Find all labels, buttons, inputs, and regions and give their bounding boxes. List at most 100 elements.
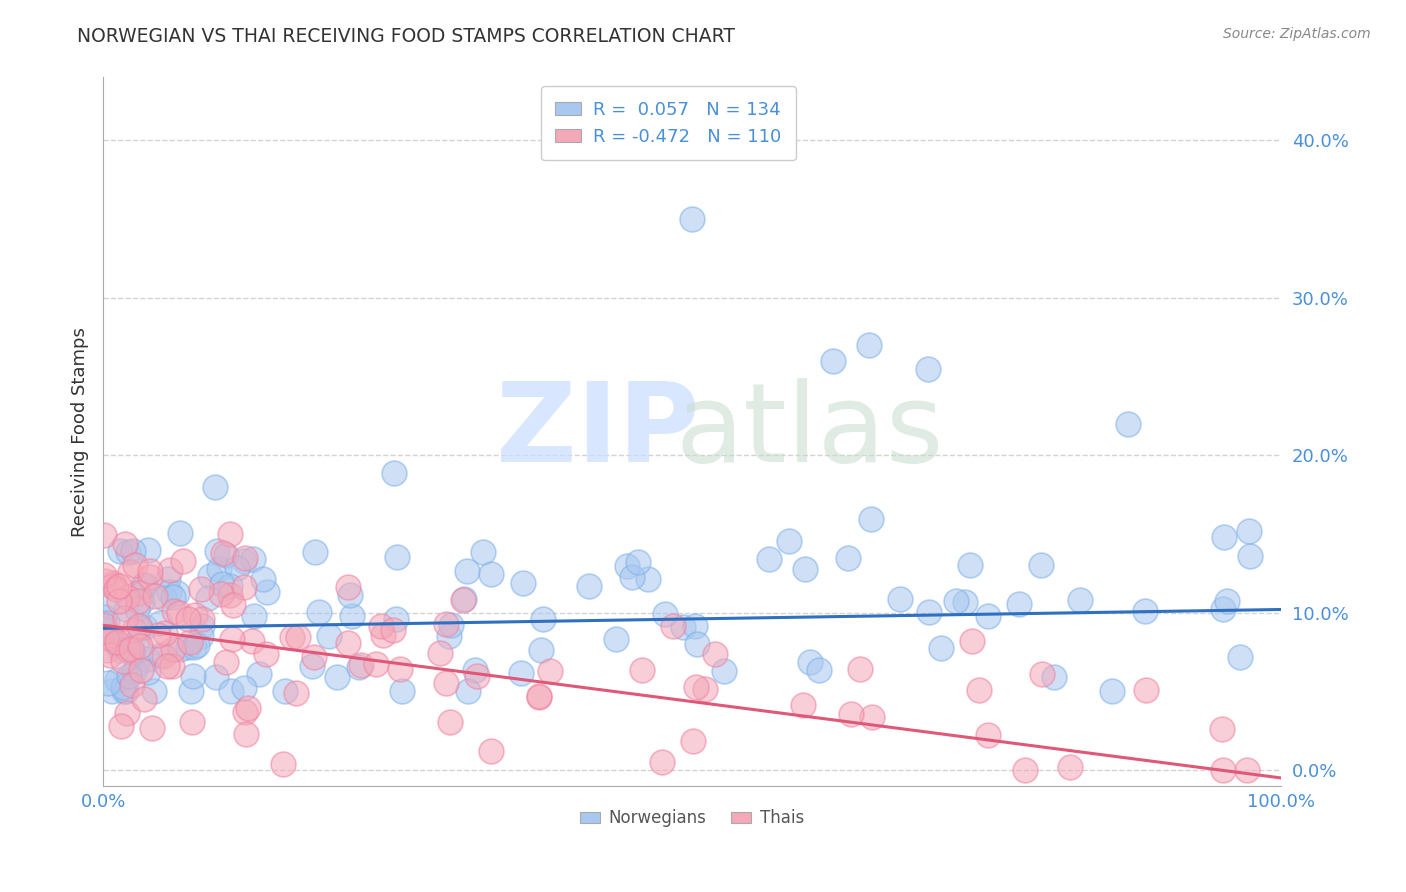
Point [457, 684, 479, 698]
Point [960, 634, 983, 648]
Point [215, 548, 238, 562]
Point [233, 705, 256, 719]
Point [1212, 763, 1234, 777]
Point [1014, 763, 1036, 777]
Point [160, 658, 183, 673]
Point [434, 676, 457, 690]
Point [190, 629, 212, 643]
Point [136, 543, 159, 558]
Point [274, 684, 297, 698]
Point [464, 663, 486, 677]
Point [969, 683, 991, 698]
Point [208, 562, 231, 576]
Point [125, 602, 148, 616]
Point [538, 664, 561, 678]
Point [686, 637, 709, 651]
Point [180, 684, 202, 698]
Point [131, 594, 153, 608]
Point [1236, 763, 1258, 777]
Point [1042, 670, 1064, 684]
Point [337, 580, 360, 594]
Point [654, 607, 676, 622]
Point [93, 617, 115, 632]
Point [1116, 417, 1139, 431]
Point [128, 618, 150, 632]
Point [1069, 593, 1091, 607]
Point [184, 607, 207, 622]
Point [191, 619, 214, 633]
Point [285, 686, 308, 700]
Point [479, 566, 502, 581]
Point [101, 579, 124, 593]
Point [96, 643, 118, 657]
Point [117, 706, 139, 720]
Point [93, 568, 115, 582]
Point [630, 663, 652, 677]
Point [440, 617, 463, 632]
Point [391, 684, 413, 698]
Point [247, 666, 270, 681]
Point [471, 545, 494, 559]
Point [373, 627, 395, 641]
Text: NORWEGIAN VS THAI RECEIVING FOOD STAMPS CORRELATION CHART: NORWEGIAN VS THAI RECEIVING FOOD STAMPS … [77, 27, 735, 45]
Point [337, 636, 360, 650]
Point [211, 577, 233, 591]
Point [159, 563, 181, 577]
Point [93, 609, 115, 624]
Point [823, 353, 845, 368]
Point [301, 659, 323, 673]
Point [166, 586, 188, 600]
Point [156, 572, 179, 586]
Point [98, 630, 121, 644]
Point [181, 669, 204, 683]
Point [651, 756, 673, 770]
Point [105, 634, 128, 648]
Point [110, 719, 132, 733]
Point [858, 338, 880, 352]
Point [129, 663, 152, 677]
Point [271, 757, 294, 772]
Point [1135, 604, 1157, 618]
Point [240, 634, 263, 648]
Point [222, 598, 245, 612]
Point [1101, 684, 1123, 698]
Point [114, 602, 136, 616]
Point [929, 641, 952, 656]
Point [799, 655, 821, 669]
Point [254, 647, 277, 661]
Point [112, 684, 135, 698]
Point [117, 642, 139, 657]
Point [627, 555, 650, 569]
Point [682, 733, 704, 747]
Point [141, 721, 163, 735]
Point [453, 592, 475, 607]
Point [1213, 530, 1236, 544]
Point [808, 663, 831, 677]
Point [304, 649, 326, 664]
Point [167, 607, 190, 621]
Point [219, 588, 242, 602]
Point [703, 648, 725, 662]
Point [105, 673, 128, 687]
Point [96, 631, 118, 645]
Point [94, 632, 117, 646]
Point [156, 658, 179, 673]
Point [124, 558, 146, 573]
Point [219, 527, 242, 541]
Point [318, 629, 340, 643]
Point [169, 641, 191, 656]
Point [529, 689, 551, 703]
Point [945, 593, 967, 607]
Point [389, 662, 412, 676]
Point [953, 595, 976, 609]
Point [186, 638, 208, 652]
Text: atlas: atlas [675, 378, 943, 485]
Point [163, 604, 186, 618]
Point [959, 558, 981, 572]
Point [114, 611, 136, 625]
Point [683, 618, 706, 632]
Point [512, 575, 534, 590]
Point [121, 644, 143, 658]
Point [153, 648, 176, 663]
Point [287, 630, 309, 644]
